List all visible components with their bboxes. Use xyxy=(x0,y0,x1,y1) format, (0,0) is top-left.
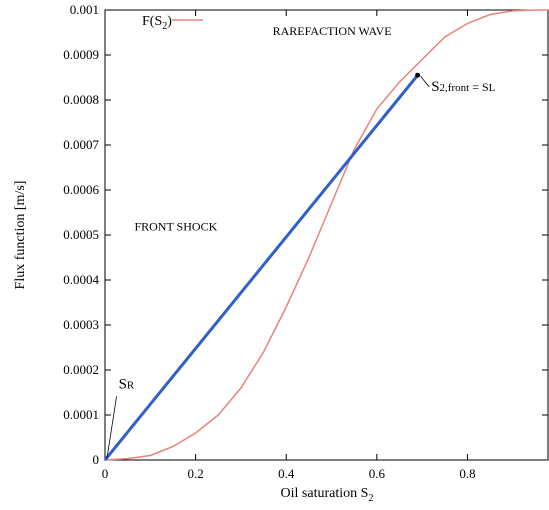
series-layer xyxy=(103,9,549,461)
front-point-leader xyxy=(420,76,430,88)
front-shock-label: FRONT SHOCK xyxy=(134,220,217,234)
x-tick-label: 0 xyxy=(102,466,109,481)
x-tick-label: 0.4 xyxy=(278,466,295,481)
y-tick-label: 0.0003 xyxy=(63,317,99,332)
s-r-leader xyxy=(106,396,117,459)
s-front-label: S2,front = SL xyxy=(431,79,495,95)
plot-frame xyxy=(104,9,549,461)
y-tick-label: 0.0006 xyxy=(63,182,99,197)
y-tick-label: 0.0001 xyxy=(63,407,99,422)
rarefaction-wave-label: RAREFACTION WAVE xyxy=(273,24,392,38)
axis-ticks: 0 0.2 0.4 0.6 0.8 0 0.0001 0.0002 0.0003 0.0004 0.… xyxy=(63,2,548,481)
y-tick-label: 0.0002 xyxy=(63,362,99,377)
y-axis-label: Flux function [m/s] xyxy=(13,181,28,290)
x-tick-label: 0.6 xyxy=(369,466,386,481)
x-tick-label: 0.2 xyxy=(187,466,203,481)
y-tick-label: 0.0007 xyxy=(63,137,99,152)
s-r-label: SR xyxy=(119,376,135,392)
x-axis-label: Oil saturation S2 xyxy=(281,486,374,504)
y-tick-label: 0.001 xyxy=(70,2,99,17)
plot-border xyxy=(104,9,549,461)
front-point-marker xyxy=(415,72,421,78)
legend: F(S2) xyxy=(142,14,203,32)
flux-function-curve xyxy=(104,9,549,461)
y-tick-label: 0.0004 xyxy=(63,272,99,287)
x-tick-label: 0.8 xyxy=(459,466,475,481)
legend-label: F(S2) xyxy=(142,14,172,32)
y-tick-label: 0.0005 xyxy=(63,227,99,242)
y-tick-label: 0.0008 xyxy=(63,92,99,107)
y-tick-label: 0.0009 xyxy=(63,47,99,62)
annotation-layer: RAREFACTION WAVE FRONT SHOCK SR S2,front = … xyxy=(106,24,496,459)
y-tick-label: 0 xyxy=(93,452,100,467)
front-shock-line xyxy=(103,74,419,461)
